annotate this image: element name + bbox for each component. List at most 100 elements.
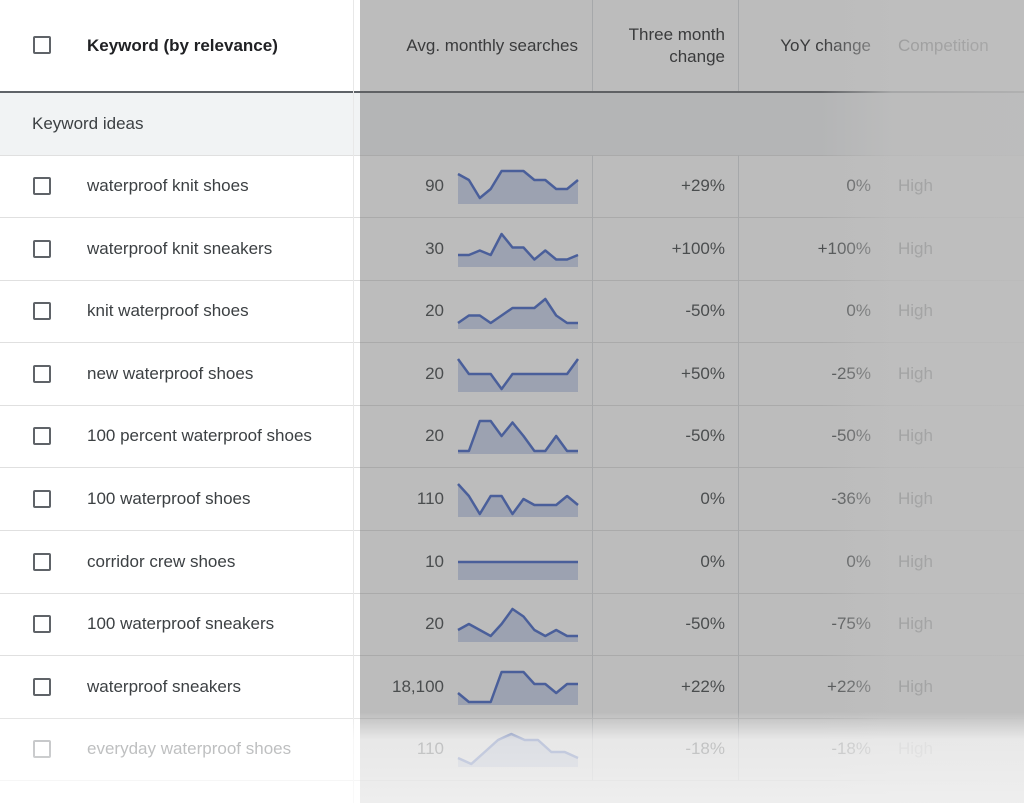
trend-area <box>458 561 578 580</box>
trend-area <box>458 609 578 643</box>
table-row: knit waterproof shoes 20 -50% 0% High <box>0 280 1024 344</box>
table-row: corridor crew shoes 10 0% 0% High <box>0 530 1024 594</box>
trend-line <box>458 420 578 453</box>
avg-monthly-searches: 20 <box>425 301 444 321</box>
column-divider <box>738 217 739 281</box>
table-row: 100 percent waterproof shoes 20 -50% -50… <box>0 405 1024 469</box>
trend-area <box>458 484 578 517</box>
table-row: new waterproof shoes 20 +50% -25% High <box>0 342 1024 406</box>
row-checkbox[interactable] <box>33 490 51 508</box>
row-checkbox[interactable] <box>33 615 51 634</box>
row-checkbox[interactable] <box>33 302 51 321</box>
column-divider <box>738 718 739 782</box>
section-label: Keyword ideas <box>32 114 144 133</box>
competition-level: High <box>898 551 933 571</box>
yoy-change: +100% <box>817 238 871 258</box>
competition-level: High <box>898 301 933 321</box>
row-checkbox[interactable] <box>33 677 51 696</box>
column-header-keyword[interactable]: Keyword (by relevance) <box>87 35 278 55</box>
trend-area <box>458 734 578 768</box>
keyword-text[interactable]: 100 waterproof shoes <box>87 489 251 508</box>
trend-line <box>456 358 580 391</box>
trend-sparkline <box>457 733 579 768</box>
column-divider <box>738 155 739 218</box>
row-checkbox[interactable] <box>33 177 51 195</box>
column-header-yoy[interactable]: YoY change <box>780 35 871 55</box>
yoy-change: +22% <box>827 676 871 696</box>
column-divider <box>592 530 593 594</box>
avg-monthly-searches: 20 <box>425 614 444 634</box>
table-row: everyday waterproof shoes 110 -18% -18% … <box>0 718 1024 782</box>
select-all-checkbox[interactable] <box>33 36 51 54</box>
column-divider <box>738 342 739 406</box>
avg-monthly-searches: 90 <box>425 176 444 195</box>
trend-area <box>458 233 578 267</box>
avg-monthly-searches: 30 <box>425 238 444 258</box>
trend-sparkline <box>458 560 578 580</box>
row-checkbox[interactable] <box>33 427 51 446</box>
yoy-change: 0% <box>846 301 871 321</box>
row-checkbox[interactable] <box>33 740 51 759</box>
section-keyword-ideas: Keyword ideas <box>0 93 1024 156</box>
table-row: waterproof sneakers 18,100 +22% +22% Hig… <box>0 655 1024 719</box>
column-divider <box>738 468 739 531</box>
column-divider <box>738 530 739 594</box>
avg-monthly-searches: 10 <box>425 551 444 571</box>
competition-level: High <box>898 614 933 634</box>
competition-level: High <box>898 176 933 195</box>
keyword-text[interactable]: waterproof knit shoes <box>87 176 249 195</box>
keyword-text[interactable]: everyday waterproof shoes <box>87 739 292 759</box>
yoy-change: 0% <box>846 551 871 571</box>
keyword-text[interactable]: corridor crew shoes <box>87 551 236 571</box>
yoy-change: 0% <box>846 176 871 195</box>
yoy-change: -50% <box>831 426 871 446</box>
keyword-text[interactable]: waterproof knit sneakers <box>87 238 273 258</box>
three-month-change: +50% <box>681 363 725 383</box>
trend-sparkline <box>456 358 580 392</box>
table-row: 100 waterproof shoes 110 0% -36% High <box>0 468 1024 531</box>
column-divider <box>592 0 593 91</box>
yoy-change: -75% <box>831 614 871 634</box>
column-header-competition[interactable]: Competition <box>898 35 989 55</box>
competition-level: High <box>898 238 933 258</box>
three-month-change: -50% <box>685 426 725 446</box>
column-divider <box>738 405 739 469</box>
three-month-line1: Three month <box>628 24 725 44</box>
three-month-change: -50% <box>685 301 725 321</box>
trend-line <box>457 607 578 638</box>
three-month-line2: change <box>669 46 725 66</box>
trend-sparkline <box>457 670 578 705</box>
column-divider <box>592 155 593 218</box>
row-checkbox[interactable] <box>33 239 51 258</box>
keyword-text[interactable]: new waterproof shoes <box>87 363 254 383</box>
keyword-text[interactable]: 100 percent waterproof shoes <box>87 426 312 446</box>
three-month-change: +29% <box>681 176 725 195</box>
trend-area <box>458 358 578 392</box>
trend-area <box>458 299 578 330</box>
column-divider <box>738 280 739 344</box>
trend-area <box>458 171 578 204</box>
trend-line <box>457 670 578 704</box>
column-divider <box>738 0 739 91</box>
table-row: waterproof knit sneakers 30 +100% +100% … <box>0 217 1024 281</box>
competition-level: High <box>898 676 933 696</box>
avg-monthly-searches: 110 <box>416 489 444 508</box>
column-divider <box>592 405 593 469</box>
column-header-avg-searches[interactable]: Avg. monthly searches <box>406 35 578 55</box>
three-month-change: -18% <box>685 739 725 759</box>
column-header-three-month[interactable]: Three month change <box>592 0 725 91</box>
trend-line <box>458 232 579 261</box>
row-checkbox[interactable] <box>33 364 51 383</box>
trend-area <box>458 671 578 705</box>
trend-sparkline <box>457 607 578 643</box>
column-divider <box>592 342 593 406</box>
keyword-text[interactable]: 100 waterproof sneakers <box>87 614 275 634</box>
column-divider <box>592 217 593 281</box>
column-divider <box>592 280 593 344</box>
keyword-text[interactable]: knit waterproof shoes <box>87 301 249 321</box>
column-divider <box>592 468 593 531</box>
column-divider <box>738 593 739 657</box>
avg-monthly-searches: 110 <box>416 739 444 759</box>
keyword-text[interactable]: waterproof sneakers <box>87 676 242 696</box>
row-checkbox[interactable] <box>33 552 51 571</box>
